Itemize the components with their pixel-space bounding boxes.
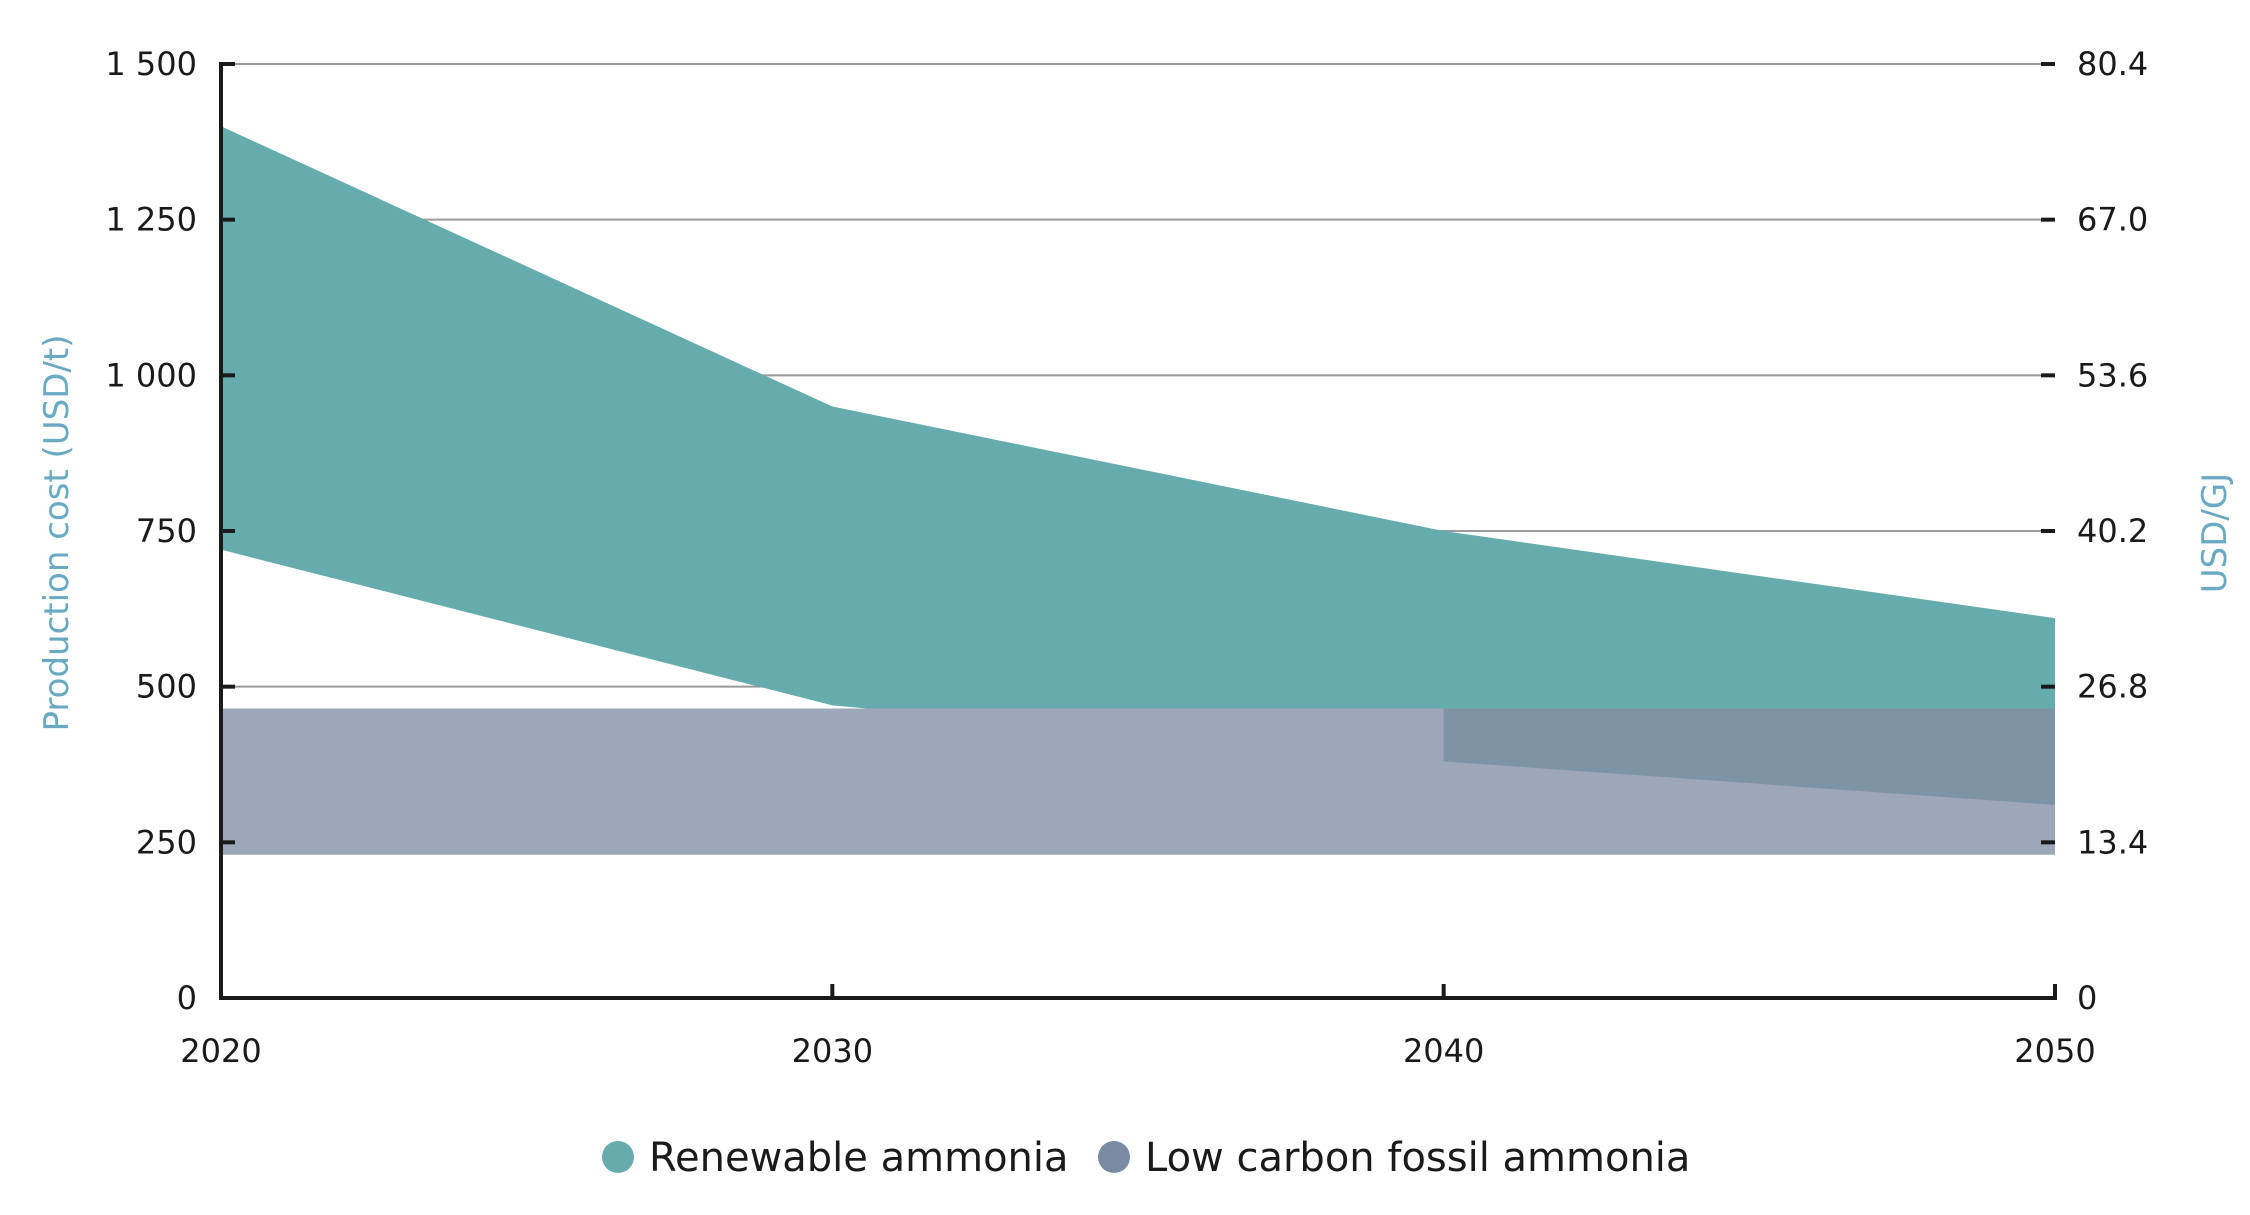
y2-tick-label: 0 xyxy=(2077,979,2097,1017)
y2-tick-label: 53.6 xyxy=(2077,356,2148,394)
x-tick-label: 2040 xyxy=(1403,1032,1484,1070)
y-axis-title: Production cost (USD/t) xyxy=(37,334,77,731)
x-tick-label: 2030 xyxy=(792,1032,873,1070)
y-tick-label: 1 250 xyxy=(105,201,197,239)
y-tick-label: 750 xyxy=(136,512,197,550)
y2-tick-label: 26.8 xyxy=(2077,668,2148,706)
y-tick-label: 250 xyxy=(136,823,197,861)
legend-label: Low carbon fossil ammonia xyxy=(1145,1135,1690,1181)
area-layer xyxy=(221,126,2055,855)
legend: Renewable ammonia Low carbon fossil ammon… xyxy=(602,1135,1690,1181)
overlap-area xyxy=(1443,708,2055,805)
y2-tick-label: 40.2 xyxy=(2077,512,2148,550)
tick-labels: 0 0 250 13.4 500 26.8 750 40.2 1 000 53.6 1 250 67.… xyxy=(105,45,2148,1070)
legend-swatch-1 xyxy=(1098,1141,1130,1173)
y-tick-label: 500 xyxy=(136,668,197,706)
x-tick-label: 2050 xyxy=(2014,1032,2095,1070)
y-tick-label: 0 xyxy=(177,979,197,1017)
y-tick-label: 1 000 xyxy=(105,356,197,394)
legend-label: Renewable ammonia xyxy=(649,1135,1069,1181)
secondary-y-axis-title: USD/GJ xyxy=(2195,473,2235,593)
x-tick-label: 2020 xyxy=(180,1032,261,1070)
legend-swatch-0 xyxy=(602,1141,634,1173)
y2-tick-label: 13.4 xyxy=(2077,823,2148,861)
renewable-ammonia-area xyxy=(221,126,2055,805)
axes xyxy=(219,62,2057,1000)
y-tick-label: 1 500 xyxy=(105,45,197,83)
y2-tick-label: 80.4 xyxy=(2077,45,2148,83)
y2-tick-label: 67.0 xyxy=(2077,201,2148,239)
